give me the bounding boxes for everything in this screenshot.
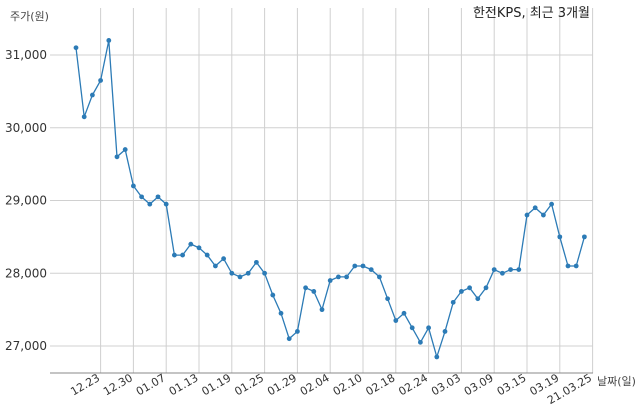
data-point [336,274,341,280]
data-point [368,267,374,273]
x-tick-label: 01.29 [265,371,299,398]
data-point [377,274,382,280]
price-points [73,38,587,360]
data-point [73,45,79,51]
data-point [360,263,366,269]
x-tick-labels: 12.23 12.30 01.07 01.13 01.19 01.25 01.29 02.04… [68,371,594,407]
x-axis-label: 날짜(일) [597,374,636,388]
data-point [122,147,128,152]
data-point [254,259,259,265]
data-point [286,336,292,342]
data-point [532,205,538,211]
data-point [508,267,513,273]
data-point [327,278,333,283]
data-point [344,274,349,280]
y-tick-label: 30,000 [5,121,47,135]
x-tick-label: 03.03 [429,371,463,398]
data-point [98,78,103,83]
x-tick-label: 02.18 [364,371,398,398]
data-point [500,270,505,276]
data-point [213,263,218,269]
data-point [295,329,300,334]
x-tick-label: 02.04 [298,371,332,398]
data-point [565,263,571,269]
data-point [557,234,563,240]
data-point [475,296,481,302]
gridlines [50,8,594,373]
data-point [196,245,202,251]
data-point [491,267,497,273]
data-point [155,194,161,200]
data-point [549,201,554,207]
data-point [442,329,448,334]
data-point [278,310,284,316]
data-point [516,267,522,273]
data-point [450,299,456,305]
data-point [582,234,587,240]
y-tick-labels: 27,000 28,000 29,000 30,000 31,000 [5,48,47,353]
data-point [147,201,153,207]
data-point [393,318,399,323]
x-tick-label: 12.23 [68,371,102,398]
x-tick-label: 01.07 [134,371,168,398]
data-point [204,252,210,258]
data-point [467,285,472,291]
data-point [172,252,177,258]
x-tick-label: 02.10 [331,371,365,398]
data-point [483,285,489,291]
y-tick-label: 29,000 [5,194,47,208]
data-point [434,354,440,360]
data-point [114,154,120,160]
y-tick-label: 28,000 [5,266,47,280]
data-point [573,263,579,269]
data-point [188,241,194,247]
data-point [409,325,415,331]
x-tick-label: 02.24 [396,371,430,398]
data-point [385,296,390,302]
data-point [221,256,227,262]
data-point [418,339,423,345]
data-point [262,270,267,276]
data-point [401,310,407,316]
data-point [131,183,136,189]
x-tick-label: 01.25 [232,371,266,398]
data-point [180,252,186,258]
data-point [270,292,276,298]
data-point [245,270,251,276]
data-point [303,285,308,291]
data-point [524,212,530,218]
data-point [426,325,431,331]
data-point [319,307,325,313]
data-point [237,274,243,280]
x-tick-label: 03.09 [462,371,496,398]
data-point [90,92,95,98]
x-tick-label: 03.15 [495,371,529,398]
data-point [163,201,169,207]
data-point [139,194,145,200]
y-tick-label: 31,000 [5,48,47,62]
data-point [229,270,235,276]
chart-title: 한전KPS, 최근 3개월 [473,6,590,21]
data-point [81,114,87,120]
x-tick-label: 12.30 [101,371,135,398]
data-point [541,212,546,218]
x-tick-label: 01.19 [200,371,234,398]
data-point [106,38,112,43]
data-point [459,289,464,294]
y-axis-label: 주가(원) [10,10,49,23]
x-tick-label: 01.13 [167,371,201,398]
data-point [311,289,317,294]
y-tick-label: 27,000 [5,339,47,353]
data-point [352,263,358,269]
